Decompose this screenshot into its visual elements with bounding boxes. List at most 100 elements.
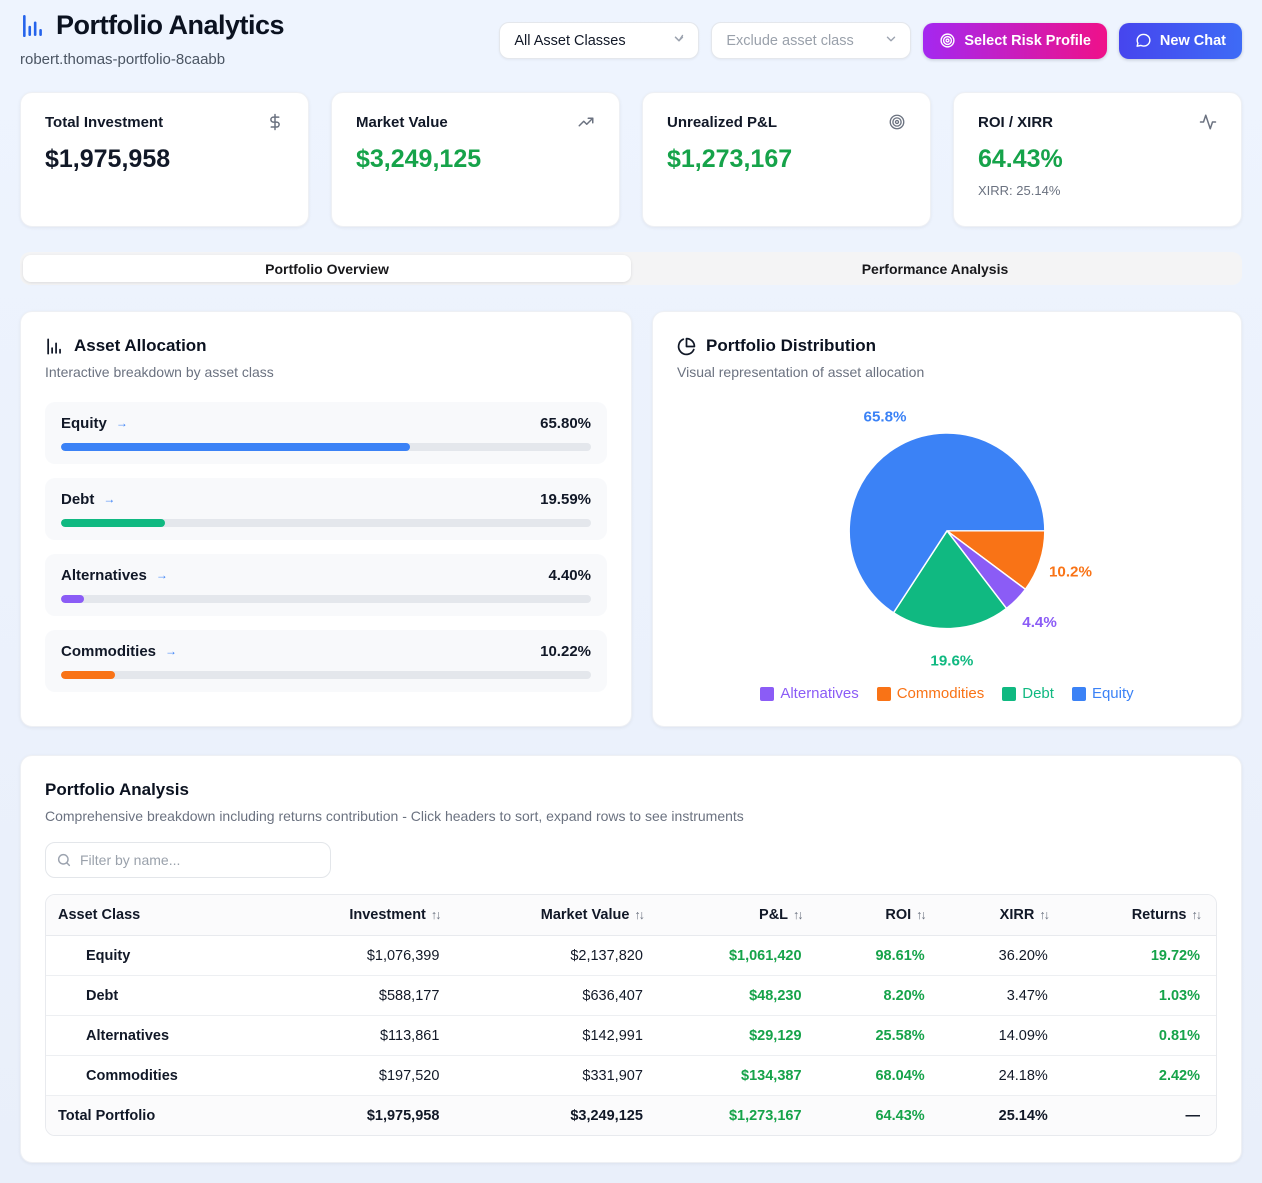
cell-pnl: $48,230 [658,975,818,1017]
cell-asset_class: Debt [46,975,271,1017]
drill-arrow-icon[interactable]: → [165,644,178,658]
table-row-equity[interactable]: Equity $1,076,399 $2,137,820 $1,061,420 98.6… [46,935,1216,977]
progress-fill [61,595,85,603]
target-rings-icon [939,32,956,49]
stat-label: Market Value [356,113,448,131]
cell-asset_class: Alternatives [46,1015,271,1057]
drill-arrow-icon[interactable]: → [103,492,116,506]
asset-allocation-title: Asset Allocation [74,336,207,355]
pie-slice-equity[interactable] [848,432,1046,614]
new-chat-button[interactable]: New Chat [1118,22,1242,59]
chevron-down-icon [884,32,898,50]
select-risk-profile-button[interactable]: Select Risk Profile [923,22,1107,59]
table-row-debt[interactable]: Debt $588,177 $636,407 $48,230 8.20% 3.47% 1.0… [46,975,1216,1017]
cell-asset_class: Commodities [46,1055,271,1097]
cell-xirr: 3.47% [940,975,1064,1017]
analysis-table-wrap: Asset Class Investment ↑↓ Market Value ↑↓ P&L… [45,894,1217,1137]
allocation-row-equity[interactable]: Equity → 65.80% [45,402,607,464]
progress-track [61,519,591,527]
pie-label-debt: 19.6% [930,653,973,670]
portfolio-distribution-subtitle: Visual representation of asset allocatio… [677,364,925,380]
portfolio-analysis-subtitle: Comprehensive breakdown including return… [45,808,744,825]
allocation-name: Alternatives → [61,567,168,584]
allocation-row-debt[interactable]: Debt → 19.59% [45,478,607,540]
column-header-roi[interactable]: ROI ↑↓ [817,895,941,937]
allocation-name: Equity → [61,415,128,432]
cell-xirr: 24.18% [940,1055,1064,1097]
cell-roi: 25.58% [817,1015,941,1057]
cell-investment: $588,177 [270,975,456,1017]
cell-roi: 68.04% [817,1055,941,1097]
bar-chart-icon [45,337,64,356]
tab-bar: Portfolio Overview Performance Analysis [20,252,1242,285]
overview-section: Asset Allocation Interactive breakdown b… [20,311,1242,728]
portfolio-distribution-title: Portfolio Distribution [706,336,876,355]
progress-fill [61,519,165,527]
exclude-asset-class-select[interactable]: Exclude asset class [711,22,912,59]
portfolio-analysis-card: Portfolio Analysis Comprehensive breakdo… [20,755,1242,1164]
tab-performance-analysis[interactable]: Performance Analysis [861,260,1009,277]
exclude-asset-class-value: Exclude asset class [726,32,854,49]
sort-arrows-icon: ↑↓ [634,908,644,923]
cell-investment: $1,975,958 [270,1095,456,1136]
drill-arrow-icon[interactable]: → [115,416,128,430]
column-header-pnl[interactable]: P&L ↑↓ [658,895,818,937]
column-header-xirr[interactable]: XIRR ↑↓ [940,895,1064,937]
progress-fill [61,671,116,679]
cell-returns: 19.72% [1063,935,1216,977]
page-title: Portfolio Analytics [56,10,285,40]
progress-track [61,671,591,679]
table-row-commodities[interactable]: Commodities $197,520 $331,907 $134,387 68.04… [46,1055,1216,1097]
cell-investment: $197,520 [270,1055,456,1097]
allocation-name: Debt → [61,491,116,508]
analysis-table: Asset Class Investment ↑↓ Market Value ↑↓ P&L… [46,895,1216,1136]
legend-swatch [1002,686,1017,701]
bar-chart-icon [20,13,46,39]
filter-box [45,842,331,879]
progress-fill [61,443,410,451]
stat-sub: XIRR: 25.14% [978,183,1061,198]
column-header-investment[interactable]: Investment ↑↓ [270,895,456,937]
cell-market_value: $636,407 [455,975,659,1017]
cell-returns: 2.42% [1063,1055,1216,1097]
stat-label: ROI / XIRR [978,113,1054,131]
column-header-returns[interactable]: Returns ↑↓ [1063,895,1216,937]
legend-item-debt: Debt [1002,685,1054,702]
legend-label: Equity [1091,685,1134,703]
legend-label: Debt [1022,685,1054,703]
cell-pnl: $1,061,420 [658,935,818,977]
sort-arrows-icon: ↑↓ [1039,908,1049,923]
table-row-alternatives[interactable]: Alternatives $113,861 $142,991 $29,129 25.58… [46,1015,1216,1057]
cell-pnl: $1,273,167 [658,1095,818,1136]
allocation-row-commodities[interactable]: Commodities → 10.22% [45,630,607,692]
drill-arrow-icon[interactable]: → [155,568,168,582]
pie-chart-icon [677,337,696,356]
pie-slice-debt[interactable] [892,529,1008,630]
stat-value: $1,975,958 [45,145,171,173]
cell-roi: 98.61% [817,935,941,977]
table-header-row: Asset Class Investment ↑↓ Market Value ↑↓ P&L… [46,895,1216,937]
asset-class-select[interactable]: All Asset Classes [499,22,700,59]
chat-bubble-icon [1135,32,1152,49]
cell-xirr: 36.20% [940,935,1064,977]
trending-up-icon [577,113,595,131]
stat-card: Market Value $3,249,125 [331,92,620,227]
allocation-row-alternatives[interactable]: Alternatives → 4.40% [45,554,607,616]
allocation-name: Commodities → [61,643,178,660]
cell-market_value: $331,907 [455,1055,659,1097]
column-header-market_value[interactable]: Market Value ↑↓ [455,895,659,937]
tab-portfolio-overview[interactable]: Portfolio Overview [23,255,631,282]
allocation-percent: 10.22% [540,643,591,660]
legend-label: Commodities [896,685,985,703]
sort-arrows-icon: ↑↓ [916,908,926,923]
legend-swatch [876,686,891,701]
sort-arrows-icon: ↑↓ [1191,908,1202,923]
allocation-percent: 4.40% [548,567,591,584]
filter-input[interactable] [45,842,331,879]
cell-market_value: $2,137,820 [455,935,659,977]
legend-item-commodities: Commodities [876,685,985,703]
stat-card: Unrealized P&L $1,273,167 [642,92,931,227]
header-controls: All Asset Classes Exclude asset class Se… [499,22,1242,59]
cell-investment: $1,076,399 [270,935,456,977]
